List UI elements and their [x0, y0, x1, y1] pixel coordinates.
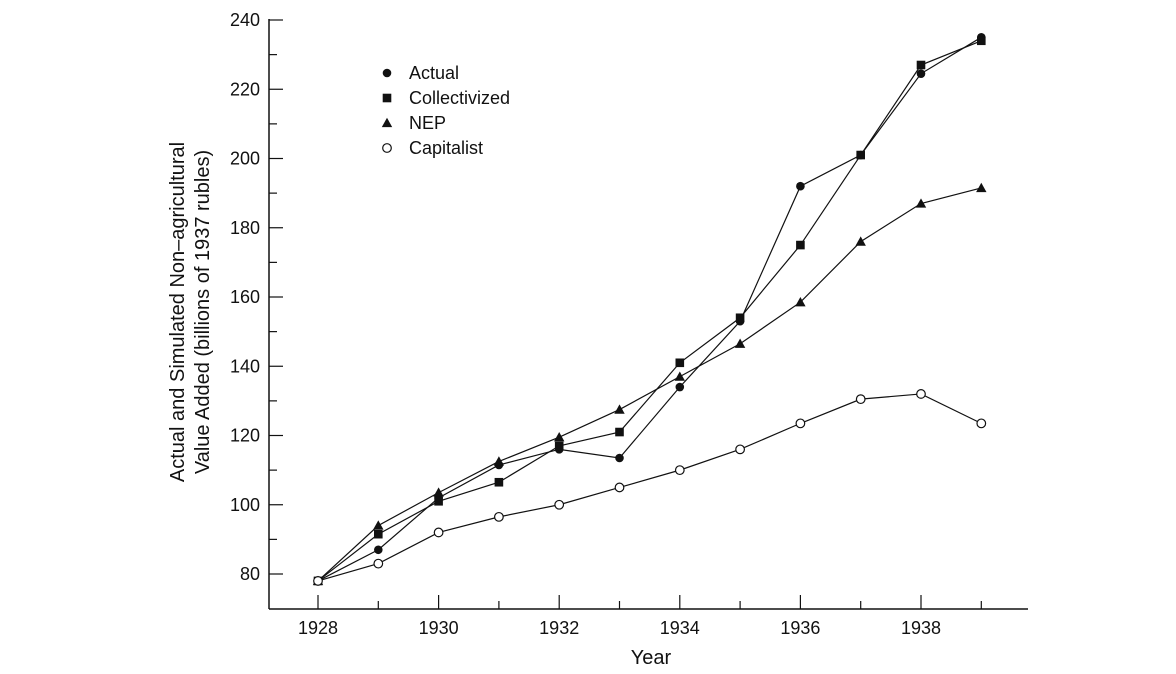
data-point-collectivized [916, 60, 926, 70]
data-point-capitalist [433, 527, 444, 538]
data-point-nep [493, 456, 505, 466]
y-tick-label: 180 [230, 218, 260, 238]
y-tick-label: 160 [230, 287, 260, 307]
y-tick-label: 100 [230, 495, 260, 515]
legend-item-actual: Actual [382, 63, 459, 83]
y-axis-ticks: 80 100 120 140 160 180 200 220 240 [230, 10, 283, 584]
y-tick-label: 80 [240, 564, 260, 584]
series-group [312, 33, 987, 586]
x-tick-label: 1936 [780, 618, 820, 638]
data-point-capitalist [373, 558, 384, 569]
y-tick-label: 240 [230, 10, 260, 30]
data-point-collectivized [735, 313, 745, 323]
data-point-capitalist [313, 576, 323, 586]
data-point-capitalist [554, 499, 565, 510]
data-point-capitalist [976, 418, 987, 429]
data-point-capitalist [494, 511, 504, 522]
y-axis-title: Actual and Simulated Non–agricultural Va… [167, 142, 214, 482]
data-point-actual [796, 181, 805, 191]
x-tick-label: 1932 [539, 618, 579, 638]
legend-marker-capitalist [382, 143, 392, 153]
legend-label-nep: NEP [409, 113, 446, 133]
x-tick-label: 1928 [298, 618, 338, 638]
x-axis-title: Year [631, 647, 672, 669]
legend-marker-actual [382, 68, 392, 78]
data-point-collectivized [615, 427, 624, 437]
y-tick-label: 140 [230, 356, 260, 376]
data-point-capitalist [674, 465, 685, 476]
data-point-nep [554, 432, 565, 442]
legend-item-capitalist: Capitalist [382, 138, 483, 158]
data-point-collectivized [977, 36, 986, 46]
data-point-actual [675, 382, 685, 392]
data-point-nep [674, 371, 685, 381]
data-point-collectivized [796, 240, 805, 250]
data-point-nep [795, 296, 806, 307]
legend-label-capitalist: Capitalist [409, 138, 483, 158]
y-tick-label: 200 [230, 149, 260, 169]
data-point-nep [734, 338, 746, 348]
data-point-capitalist [795, 418, 806, 429]
data-point-collectivized [856, 150, 865, 160]
series-line-collectivized [317, 40, 982, 582]
y-tick-label: 220 [230, 79, 260, 99]
data-point-nep [915, 198, 927, 208]
data-point-collectivized [434, 496, 443, 506]
legend-item-nep: NEP [381, 113, 446, 133]
data-point-nep [614, 404, 625, 414]
data-point-collectivized [494, 477, 504, 487]
data-point-actual [615, 453, 624, 463]
legend-label-collectivized: Collectivized [409, 88, 510, 108]
legend-label-actual: Actual [409, 63, 459, 83]
legend-item-collectivized: Collectivized [382, 88, 510, 108]
y-axis-title-line-1: Actual and Simulated Non–agricultural [167, 142, 189, 482]
series-line-nep [317, 187, 982, 582]
data-point-actual [374, 545, 383, 555]
series-capitalist [313, 389, 987, 586]
y-axis-title-line-2: Value Added (billions of 1937 rubles) [192, 150, 214, 474]
data-point-collectivized [554, 441, 564, 451]
legend-marker-collectivized [382, 93, 392, 103]
data-point-capitalist [855, 394, 866, 405]
data-point-capitalist [735, 444, 745, 455]
data-point-capitalist [916, 389, 926, 399]
chart-axes [268, 19, 1028, 610]
x-tick-label: 1934 [660, 618, 700, 638]
series-nep [312, 182, 987, 586]
y-tick-label: 120 [230, 426, 260, 446]
x-tick-label: 1930 [419, 618, 459, 638]
data-point-collectivized [374, 529, 383, 539]
data-point-nep [433, 487, 444, 497]
data-point-nep [855, 236, 866, 246]
legend-marker-nep [381, 117, 393, 128]
data-point-nep [976, 182, 987, 193]
data-point-nep [373, 520, 384, 530]
x-tick-label: 1938 [901, 618, 941, 638]
legend: Actual Collectivized NEP Capitalist [381, 63, 510, 158]
data-point-actual [916, 69, 926, 78]
series-collectivized [313, 36, 986, 586]
data-point-capitalist [614, 482, 625, 493]
data-point-collectivized [675, 358, 685, 368]
series-line-capitalist [317, 393, 982, 582]
x-axis-ticks: 1928 1930 1932 1934 1936 1938 [298, 595, 982, 638]
